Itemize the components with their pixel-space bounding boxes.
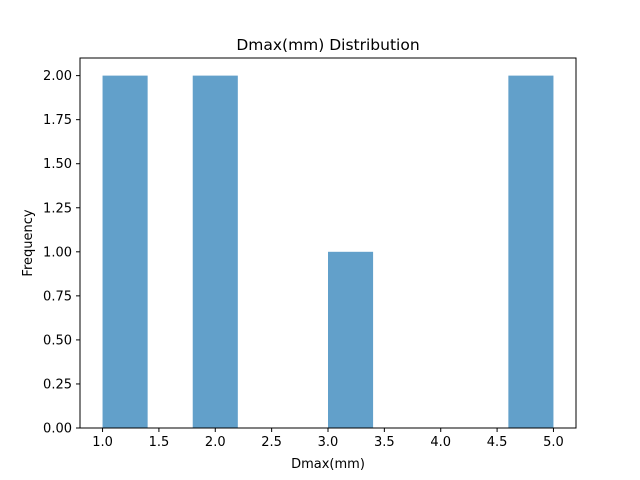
- plot-frame: [79, 57, 577, 429]
- bars-group: [102, 75, 554, 428]
- y-tick-label: 1.25: [43, 201, 72, 216]
- histogram-bar: [508, 75, 554, 428]
- y-tick-label: 1.00: [43, 245, 72, 260]
- x-axis-ticks: 1.0 1.5 2.0 2.5 3.0 3.5 4.0 4.5 5.0: [92, 428, 564, 450]
- y-tick-label: 0.50: [43, 333, 72, 348]
- x-tick-label: 4.0: [430, 435, 451, 450]
- y-tick-label: 2.00: [43, 69, 72, 84]
- x-tick-label: 3.5: [374, 435, 395, 450]
- y-tick-label: 1.50: [43, 157, 72, 172]
- y-tick-label: 1.75: [43, 113, 72, 128]
- x-tick-label: 1.5: [149, 435, 170, 450]
- chart-title: Dmax(mm) Distribution: [236, 36, 419, 54]
- histogram-bar: [102, 75, 148, 428]
- y-axis-label: Frequency: [21, 209, 36, 276]
- y-axis-ticks: 0.00 0.25 0.50 0.75 1.00 1.25 1.50 1.75 2.00: [43, 69, 80, 437]
- x-tick-label: 5.0: [543, 435, 564, 450]
- x-tick-label: 1.0: [92, 435, 113, 450]
- x-tick-label: 2.5: [261, 435, 282, 450]
- y-tick-label: 0.00: [43, 422, 72, 437]
- histogram-bar: [192, 75, 238, 428]
- x-axis-label: Dmax(mm): [291, 457, 365, 472]
- x-tick-label: 3.0: [318, 435, 339, 450]
- histogram-bar: [328, 251, 374, 428]
- y-tick-label: 0.75: [43, 289, 72, 304]
- x-tick-label: 2.0: [205, 435, 226, 450]
- x-tick-label: 4.5: [487, 435, 508, 450]
- y-tick-label: 0.25: [43, 377, 72, 392]
